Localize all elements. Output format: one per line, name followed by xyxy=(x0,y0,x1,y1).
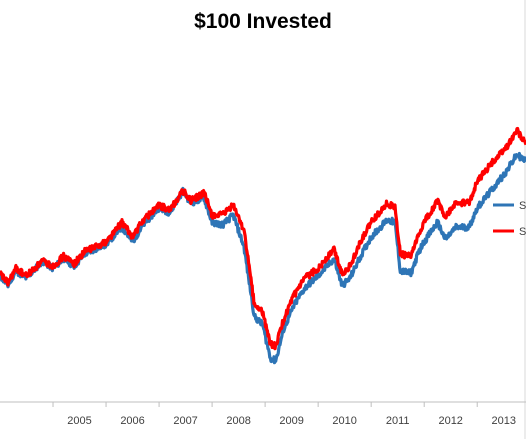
x-tick-label: 2012 xyxy=(438,415,462,427)
x-tick-label: 2010 xyxy=(332,415,356,427)
x-tick-label: 2009 xyxy=(279,415,303,427)
chart-title: $100 Invested xyxy=(194,10,332,33)
x-tick-label: 2005 xyxy=(67,415,91,427)
series-line-2 xyxy=(0,126,526,351)
legend-label: S xyxy=(519,226,526,238)
x-tick-label: 2007 xyxy=(173,415,197,427)
x-tick-label: 2013 xyxy=(491,415,515,427)
x-tick-label: 2006 xyxy=(120,415,144,427)
legend-label: S xyxy=(519,200,526,212)
x-tick-label: 2008 xyxy=(226,415,250,427)
x-tick-label: 2011 xyxy=(386,415,410,427)
